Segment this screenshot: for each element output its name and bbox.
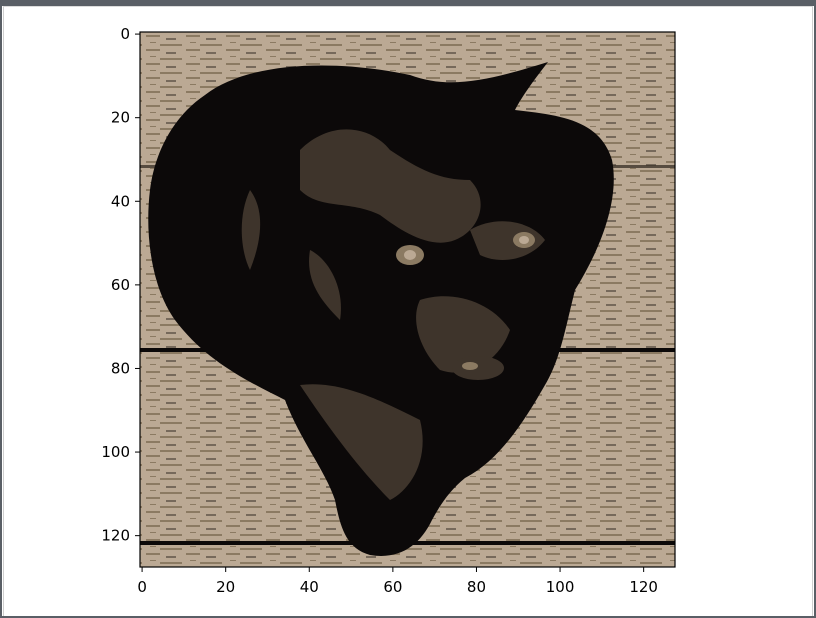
x-tick-label: 40 (300, 578, 319, 596)
left-eye-highlight (404, 250, 416, 260)
fur-highlight (470, 221, 545, 260)
axes-frame (139, 31, 676, 568)
x-tick-label: 100 (546, 578, 575, 596)
y-tick-label: 120 (101, 527, 130, 545)
y-axis: 0 20 40 60 80 100 120 (101, 25, 140, 545)
figure-canvas (3, 6, 813, 616)
right-eye-highlight (519, 236, 529, 244)
x-axis: 0 20 40 60 80 100 120 (137, 567, 658, 596)
fur-highlight (241, 190, 261, 270)
neck-highlight (300, 384, 423, 500)
y-tick-label: 0 (120, 25, 130, 43)
x-tick-label: 80 (467, 578, 486, 596)
x-tick-label: 60 (383, 578, 402, 596)
x-tick-label: 20 (216, 578, 235, 596)
y-tick-label: 40 (111, 192, 130, 210)
fur-highlight (300, 129, 481, 243)
nose-highlight (462, 362, 478, 370)
x-tick-label: 120 (629, 578, 658, 596)
nose (452, 356, 504, 380)
x-tick-label: 0 (137, 578, 147, 596)
fur-highlight (309, 250, 341, 320)
y-tick-label: 60 (111, 276, 130, 294)
plot-image (140, 32, 675, 567)
y-tick-label: 20 (111, 109, 130, 127)
muzzle-highlight (416, 296, 510, 373)
dog-head-silhouette (148, 62, 614, 556)
y-tick-label: 100 (101, 443, 130, 461)
y-tick-label: 80 (111, 359, 130, 377)
